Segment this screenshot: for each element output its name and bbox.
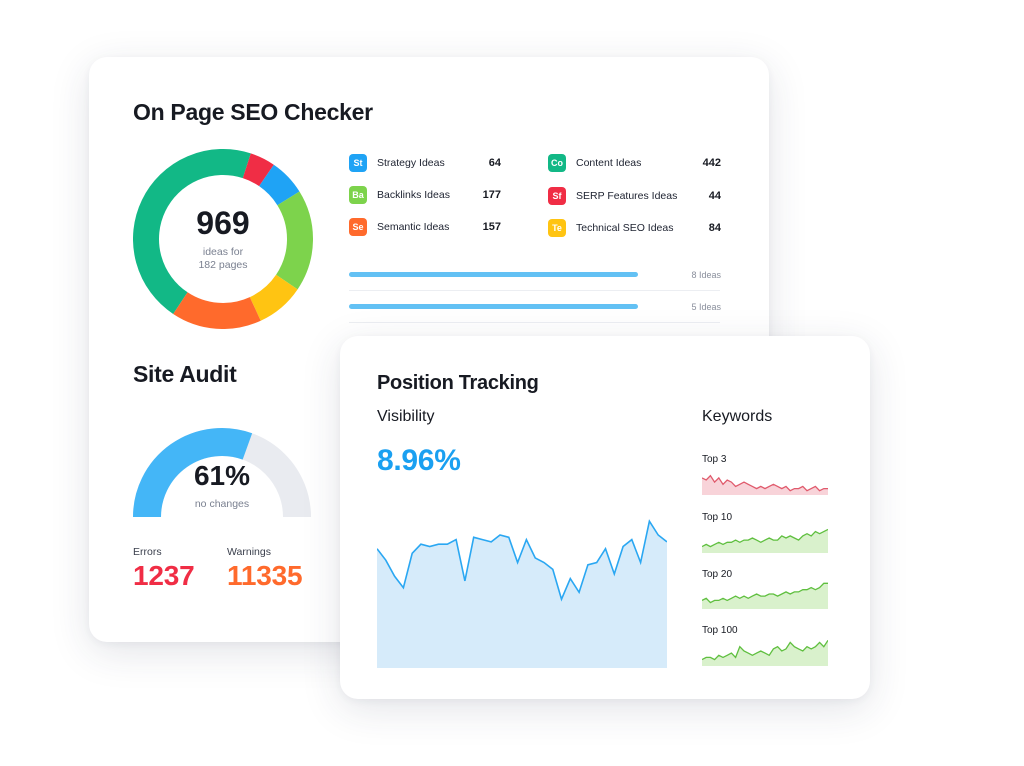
content-badge-icon: Co xyxy=(548,154,566,172)
backlinks-badge-icon: Ba xyxy=(349,186,367,204)
donut-center: 969 ideas for 182 pages xyxy=(133,149,313,329)
legend-value: 157 xyxy=(482,221,501,233)
legend-backlinks[interactable]: Ba Backlinks Ideas xyxy=(349,186,450,204)
legend-semantic[interactable]: Se Semantic Ideas xyxy=(349,218,449,236)
sparkline-area xyxy=(702,475,828,495)
ideas-progress-bar xyxy=(349,272,638,277)
sparkline-line xyxy=(702,582,828,604)
legend-value: 84 xyxy=(708,222,721,234)
legend-serp-features[interactable]: Sf SERP Features Ideas xyxy=(548,187,677,205)
audit-percent: 61% xyxy=(193,460,251,491)
ideas-subtitle-line1: ideas for xyxy=(202,246,244,258)
donut-segment-content xyxy=(133,149,251,314)
ideas-count-label: 5 Ideas xyxy=(691,302,721,312)
serp-badge-icon: Sf xyxy=(548,187,566,205)
gauge-fill xyxy=(133,428,253,518)
keyword-top100-label: Top 100 xyxy=(702,625,738,636)
position-tracking-card: Position Tracking Visibility 8.96% Keywo… xyxy=(340,336,870,699)
ideas-subtitle: ideas for 182 pages xyxy=(133,246,313,272)
divider xyxy=(349,290,720,291)
keywords-label: Keywords xyxy=(702,408,773,425)
donut-segment-strategy xyxy=(258,164,300,206)
legend-label: SERP Features Ideas xyxy=(576,190,678,202)
keyword-top3-label: Top 3 xyxy=(702,454,727,465)
divider xyxy=(349,322,720,323)
technical-badge-icon: Te xyxy=(548,219,566,237)
donut-segment-backlinks xyxy=(275,191,313,290)
keyword-top10-label: Top 10 xyxy=(702,512,733,523)
visibility-area xyxy=(377,521,667,668)
ideas-donut-chart xyxy=(133,149,313,329)
sparkline-line xyxy=(702,528,828,548)
site-audit-gauge xyxy=(133,428,311,518)
legend-value: 44 xyxy=(708,190,721,202)
visibility-area-chart xyxy=(377,519,667,668)
keyword-top100-sparkline xyxy=(702,639,828,666)
legend-strategy[interactable]: St Strategy Ideas xyxy=(349,154,445,172)
strategy-badge-icon: St xyxy=(349,154,367,172)
sparkline-line xyxy=(702,639,828,661)
legend-label: Backlinks Ideas xyxy=(377,189,450,201)
audit-subtitle: no changes xyxy=(194,498,250,510)
legend-value: 177 xyxy=(482,189,501,201)
errors-value[interactable]: 1237 xyxy=(133,560,195,591)
errors-label: Errors xyxy=(133,546,162,558)
ideas-subtitle-line2: 182 pages xyxy=(198,259,248,271)
legend-content[interactable]: Co Content Ideas xyxy=(548,154,641,172)
donut-segment-technical-seo xyxy=(249,274,298,321)
visibility-label: Visibility xyxy=(377,408,435,425)
legend-technical-seo[interactable]: Te Technical SEO Ideas xyxy=(548,219,673,237)
site-audit-title: Site Audit xyxy=(133,361,237,387)
keyword-top10-sparkline xyxy=(702,528,828,553)
warnings-value[interactable]: 11335 xyxy=(227,560,303,591)
visibility-line xyxy=(377,519,667,602)
donut-segment-semantic xyxy=(173,292,261,329)
legend-label: Content Ideas xyxy=(576,157,642,169)
donut-segment-serp-features xyxy=(242,153,274,187)
sparkline-line xyxy=(702,474,828,492)
legend-label: Semantic Ideas xyxy=(377,221,450,233)
keyword-top3-sparkline xyxy=(702,474,828,495)
legend-label: Strategy Ideas xyxy=(377,157,445,169)
ideas-count-label: 8 Ideas xyxy=(691,270,721,280)
keyword-top20-sparkline xyxy=(702,582,828,609)
seo-checker-title: On Page SEO Checker xyxy=(133,99,373,125)
keyword-top20-label: Top 20 xyxy=(702,569,733,580)
legend-value: 64 xyxy=(488,157,501,169)
ideas-total: 969 xyxy=(196,205,250,241)
position-tracking-title: Position Tracking xyxy=(377,372,539,394)
visibility-value: 8.96% xyxy=(377,444,461,477)
legend-label: Technical SEO Ideas xyxy=(576,222,674,234)
legend-value: 442 xyxy=(702,157,721,169)
semantic-badge-icon: Se xyxy=(349,218,367,236)
ideas-progress-bar xyxy=(349,304,638,309)
sparkline-area xyxy=(702,529,828,553)
warnings-label: Warnings xyxy=(227,546,271,558)
